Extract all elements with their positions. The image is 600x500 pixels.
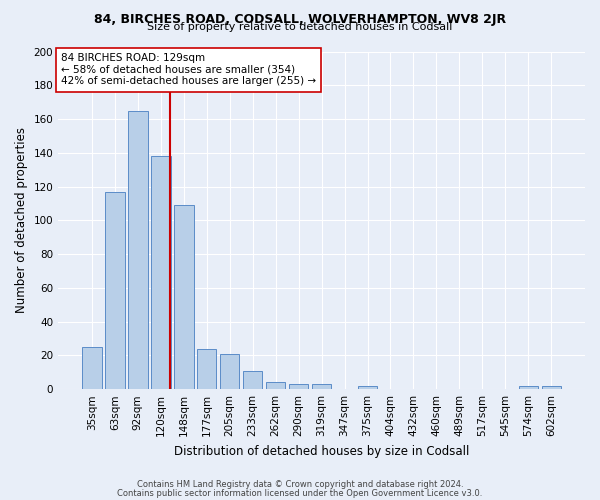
Bar: [518, 386, 538, 389]
Bar: [128, 110, 148, 389]
Bar: [197, 348, 217, 389]
Bar: [289, 384, 308, 389]
Bar: [266, 382, 286, 389]
Y-axis label: Number of detached properties: Number of detached properties: [15, 128, 28, 314]
Bar: [243, 370, 262, 389]
Bar: [82, 347, 101, 389]
Bar: [312, 384, 331, 389]
Text: Contains HM Land Registry data © Crown copyright and database right 2024.: Contains HM Land Registry data © Crown c…: [137, 480, 463, 489]
Text: Size of property relative to detached houses in Codsall: Size of property relative to detached ho…: [148, 22, 452, 32]
Bar: [105, 192, 125, 389]
Bar: [542, 386, 561, 389]
Bar: [220, 354, 239, 389]
X-axis label: Distribution of detached houses by size in Codsall: Distribution of detached houses by size …: [174, 444, 469, 458]
Bar: [358, 386, 377, 389]
Bar: [174, 205, 194, 389]
Bar: [151, 156, 170, 389]
Text: Contains public sector information licensed under the Open Government Licence v3: Contains public sector information licen…: [118, 488, 482, 498]
Text: 84, BIRCHES ROAD, CODSALL, WOLVERHAMPTON, WV8 2JR: 84, BIRCHES ROAD, CODSALL, WOLVERHAMPTON…: [94, 12, 506, 26]
Text: 84 BIRCHES ROAD: 129sqm
← 58% of detached houses are smaller (354)
42% of semi-d: 84 BIRCHES ROAD: 129sqm ← 58% of detache…: [61, 53, 316, 86]
